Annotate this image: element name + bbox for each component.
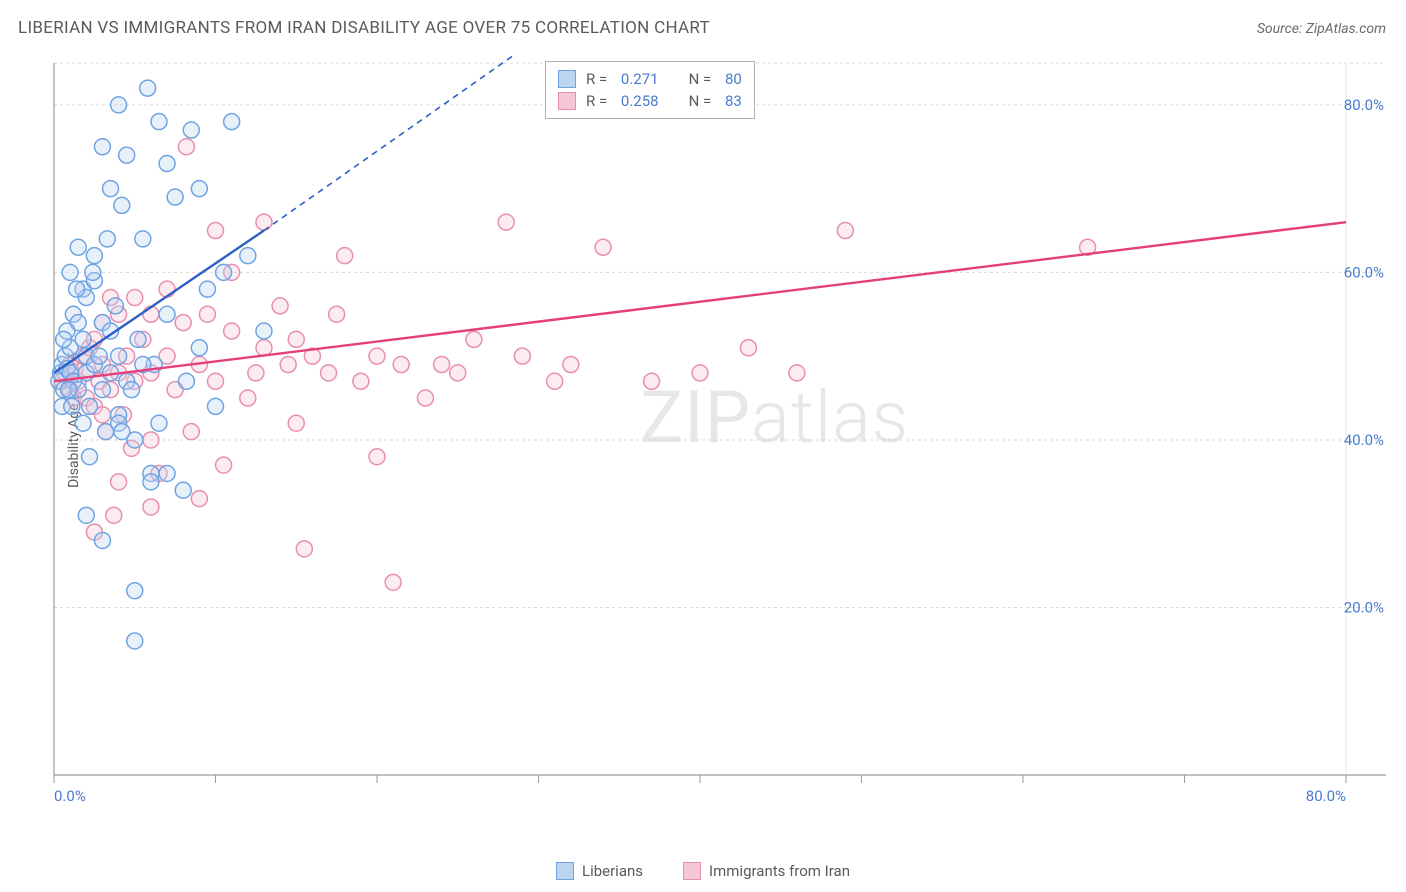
series-legend: Liberians Immigrants from Iran <box>556 862 850 880</box>
scatter-chart-svg: 20.0% 40.0% 60.0% 80.0% 0.0% 80.0% <box>50 55 1390 805</box>
stat-n-label: N = <box>689 70 712 88</box>
svg-text:20.0%: 20.0% <box>1344 598 1384 616</box>
svg-text:80.0%: 80.0% <box>1306 787 1346 805</box>
stat-r-value: 0.258 <box>617 92 658 110</box>
stats-legend-row: R = 0.258 N = 83 <box>558 90 742 112</box>
chart-header: LIBERIAN VS IMMIGRANTS FROM IRAN DISABIL… <box>18 18 1386 38</box>
svg-text:80.0%: 80.0% <box>1344 96 1384 114</box>
stats-legend-box: R = 0.271 N = 80 R = 0.258 N = 83 <box>545 61 755 119</box>
stat-r-label: R = <box>586 92 607 110</box>
stats-legend-row: R = 0.271 N = 80 <box>558 68 742 90</box>
svg-text:40.0%: 40.0% <box>1344 431 1384 449</box>
legend-swatch-icon <box>558 70 576 88</box>
legend-label: Immigrants from Iran <box>709 862 850 880</box>
svg-text:60.0%: 60.0% <box>1344 263 1384 281</box>
chart-area: 20.0%40.0%60.0%80.0%0.0%80.0% ZIPatlas R… <box>50 55 1390 805</box>
stat-r-label: R = <box>586 70 607 88</box>
legend-label: Liberians <box>582 862 643 880</box>
source-label: Source: ZipAtlas.com <box>1257 21 1386 37</box>
legend-swatch-icon <box>556 862 574 880</box>
stat-n-value: 80 <box>721 70 742 88</box>
stat-n-label: N = <box>689 92 712 110</box>
legend-swatch-icon <box>683 862 701 880</box>
svg-text:0.0%: 0.0% <box>54 787 86 805</box>
stat-n-value: 83 <box>721 92 742 110</box>
chart-title: LIBERIAN VS IMMIGRANTS FROM IRAN DISABIL… <box>18 18 710 38</box>
legend-swatch-icon <box>558 92 576 110</box>
legend-item-iran: Immigrants from Iran <box>683 862 850 880</box>
stat-r-value: 0.271 <box>617 70 658 88</box>
legend-item-liberians: Liberians <box>556 862 643 880</box>
